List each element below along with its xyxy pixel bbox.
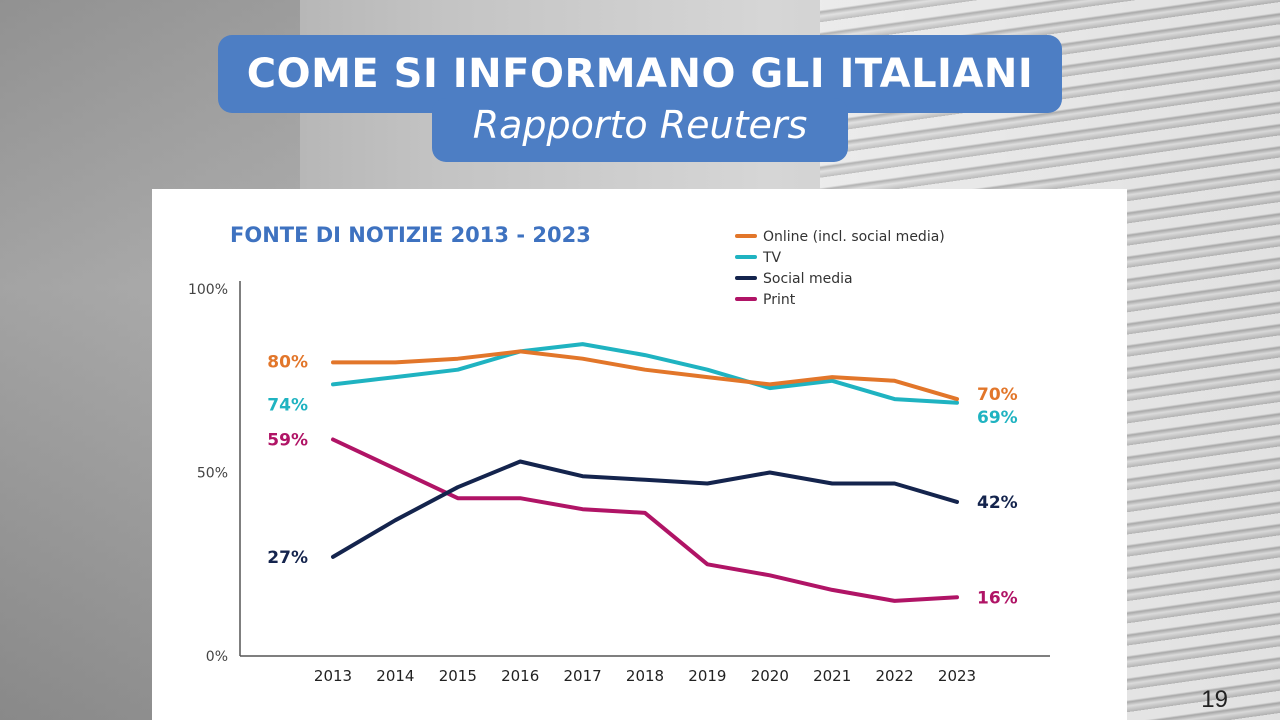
chart-card: FONTE DI NOTIZIE 2013 - 2023 0% 50% 100% 201… — [152, 189, 1127, 720]
end-value-label: 16% — [977, 588, 1018, 608]
legend-label: Social media — [763, 271, 853, 287]
x-tick-label: 2022 — [876, 667, 914, 685]
y-tick-label: 100% — [188, 282, 228, 298]
end-value-label: 69% — [977, 408, 1018, 428]
series-line-tv — [331, 342, 959, 405]
start-value-label: 27% — [267, 548, 308, 568]
x-tick-label: 2020 — [751, 667, 789, 685]
slide-title: COME SI INFORMANO GLI ITALIANI — [246, 51, 1034, 97]
start-value-label: 80% — [267, 352, 308, 372]
x-tick-label: 2018 — [626, 667, 664, 685]
x-tick-label: 2021 — [813, 667, 851, 685]
line-chart: FONTE DI NOTIZIE 2013 - 2023 0% 50% 100% 201… — [188, 223, 1050, 685]
end-value-label: 42% — [977, 493, 1018, 513]
x-tick-label: 2023 — [938, 667, 976, 685]
series-line-social-media — [331, 459, 959, 559]
x-tick-label: 2013 — [314, 667, 352, 685]
start-value-label: 74% — [267, 395, 308, 415]
x-tick-label: 2016 — [501, 667, 539, 685]
y-tick-label: 50% — [197, 466, 228, 482]
x-tick-label: 2015 — [439, 667, 477, 685]
x-tick-label: 2017 — [564, 667, 602, 685]
x-tick-label: 2019 — [688, 667, 726, 685]
series-line-online-incl-social-media — [331, 349, 959, 402]
slide-subtitle: Rapporto Reuters — [472, 103, 808, 147]
end-value-label: 70% — [977, 385, 1018, 405]
legend-label: Online (incl. social media) — [763, 229, 945, 245]
legend-label: TV — [762, 250, 782, 266]
series-line-print — [331, 437, 959, 603]
x-tick-label: 2014 — [376, 667, 414, 685]
legend-label: Print — [763, 292, 796, 308]
start-value-label: 59% — [267, 430, 308, 450]
subtitle-banner — [432, 98, 848, 162]
y-tick-label: 0% — [206, 649, 228, 665]
chart-title: FONTE DI NOTIZIE 2013 - 2023 — [230, 223, 591, 247]
page-number: 19 — [1201, 686, 1228, 713]
